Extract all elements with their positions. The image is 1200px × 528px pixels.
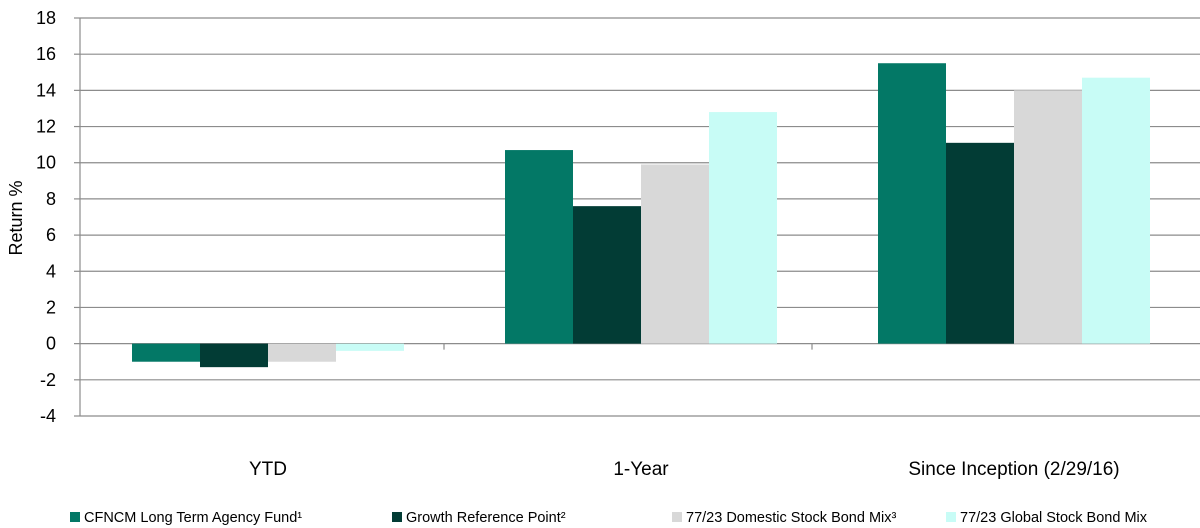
bar-1-3 xyxy=(878,63,946,344)
legend-swatch xyxy=(946,512,956,522)
legend: CFNCM Long Term Agency Fund¹ Growth Refer… xyxy=(70,510,1148,526)
bar-2-2 xyxy=(573,206,641,344)
y-tick-label: 18 xyxy=(36,8,56,28)
x-category-label: YTD xyxy=(249,459,287,480)
y-tick-label: 0 xyxy=(46,334,56,354)
bar-3-1 xyxy=(268,343,336,362)
y-tick-label: 10 xyxy=(36,153,56,173)
y-tick-label: -4 xyxy=(40,406,56,426)
x-category-label: Since Inception (2/29/16) xyxy=(908,459,1119,480)
y-tick-label: 2 xyxy=(46,297,56,317)
y-tick-label: 12 xyxy=(36,117,56,137)
bar-1-1 xyxy=(132,343,200,362)
bar-2-3 xyxy=(946,142,1014,344)
legend-label: 77/23 Global Stock Bond Mix xyxy=(960,510,1148,526)
legend-item: CFNCM Long Term Agency Fund¹ xyxy=(70,510,302,526)
legend-swatch xyxy=(392,512,402,522)
y-tick-label: -2 xyxy=(40,370,56,390)
y-axis-title: Return % xyxy=(6,180,26,255)
legend-label: 77/23 Domestic Stock Bond Mix³ xyxy=(686,510,897,526)
y-tick-label: 4 xyxy=(46,261,56,281)
bar-4-1 xyxy=(336,343,404,351)
bar-2-1 xyxy=(200,343,268,368)
legend-item: 77/23 Global Stock Bond Mix xyxy=(946,510,1148,526)
legend-label: Growth Reference Point² xyxy=(406,510,566,526)
bar-1-2 xyxy=(505,150,573,344)
legend-label: CFNCM Long Term Agency Fund¹ xyxy=(84,510,302,526)
x-category-labels: YTD 1-Year Since Inception (2/29/16) xyxy=(249,459,1120,480)
y-tick-label: 8 xyxy=(46,189,56,209)
y-tick-label: 14 xyxy=(36,80,56,100)
y-tick-labels: -4 -2 0 2 4 6 8 10 12 14 16 18 xyxy=(36,8,56,426)
bars xyxy=(132,63,1150,368)
bar-3-2 xyxy=(641,164,709,344)
legend-item: 77/23 Domestic Stock Bond Mix³ xyxy=(672,510,897,526)
bar-4-3 xyxy=(1082,77,1150,344)
bar-4-2 xyxy=(709,112,777,344)
legend-swatch xyxy=(672,512,682,522)
y-tick-label: 16 xyxy=(36,44,56,64)
legend-swatch xyxy=(70,512,80,522)
y-tick-label: 6 xyxy=(46,225,56,245)
x-category-label: 1-Year xyxy=(613,459,669,480)
bar-3-3 xyxy=(1014,90,1082,344)
legend-item: Growth Reference Point² xyxy=(392,510,566,526)
axes xyxy=(74,17,813,417)
